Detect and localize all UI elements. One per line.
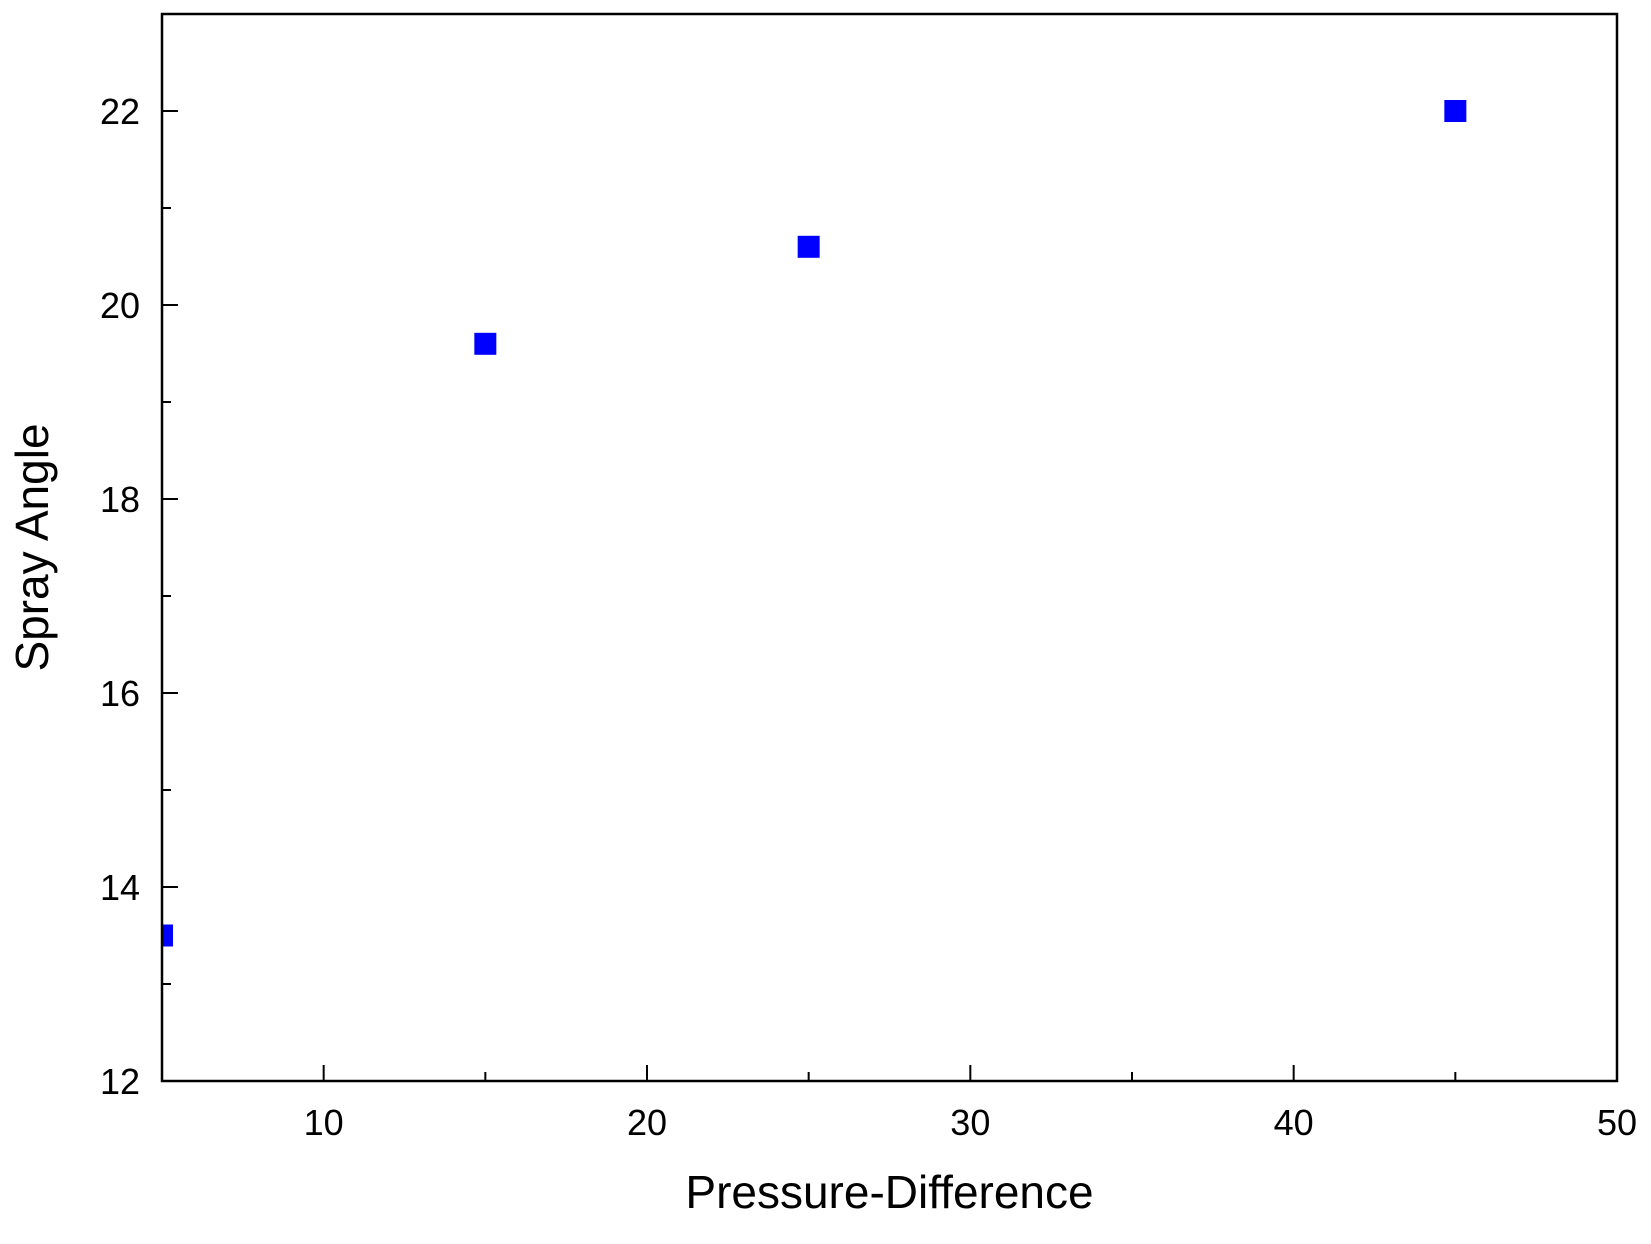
x-tick-label: 20 [627,1102,667,1143]
y-axis-title: Spray Angle [6,423,58,671]
y-tick-label: 20 [100,285,140,326]
x-tick-label: 50 [1597,1102,1637,1143]
x-axis-title: Pressure-Difference [685,1166,1093,1218]
y-tick-label: 12 [100,1061,140,1102]
x-tick-label: 30 [950,1102,990,1143]
tick-marks [162,110,1618,1082]
y-tick-label: 22 [100,91,140,132]
y-tick-label: 14 [100,867,140,908]
data-point [797,235,820,258]
y-tick-label: 18 [100,479,140,520]
x-tick-label: 10 [304,1102,344,1143]
data-point [1444,100,1467,122]
data-point [162,924,173,947]
x-tick-label: 40 [1274,1102,1314,1143]
data-point [474,332,497,355]
plot-frame [160,12,1619,1083]
tick-labels: 10 20 30 40 50 12 14 16 18 20 22 [100,91,1637,1143]
data-points [162,100,1467,947]
y-tick-label: 16 [100,673,140,714]
